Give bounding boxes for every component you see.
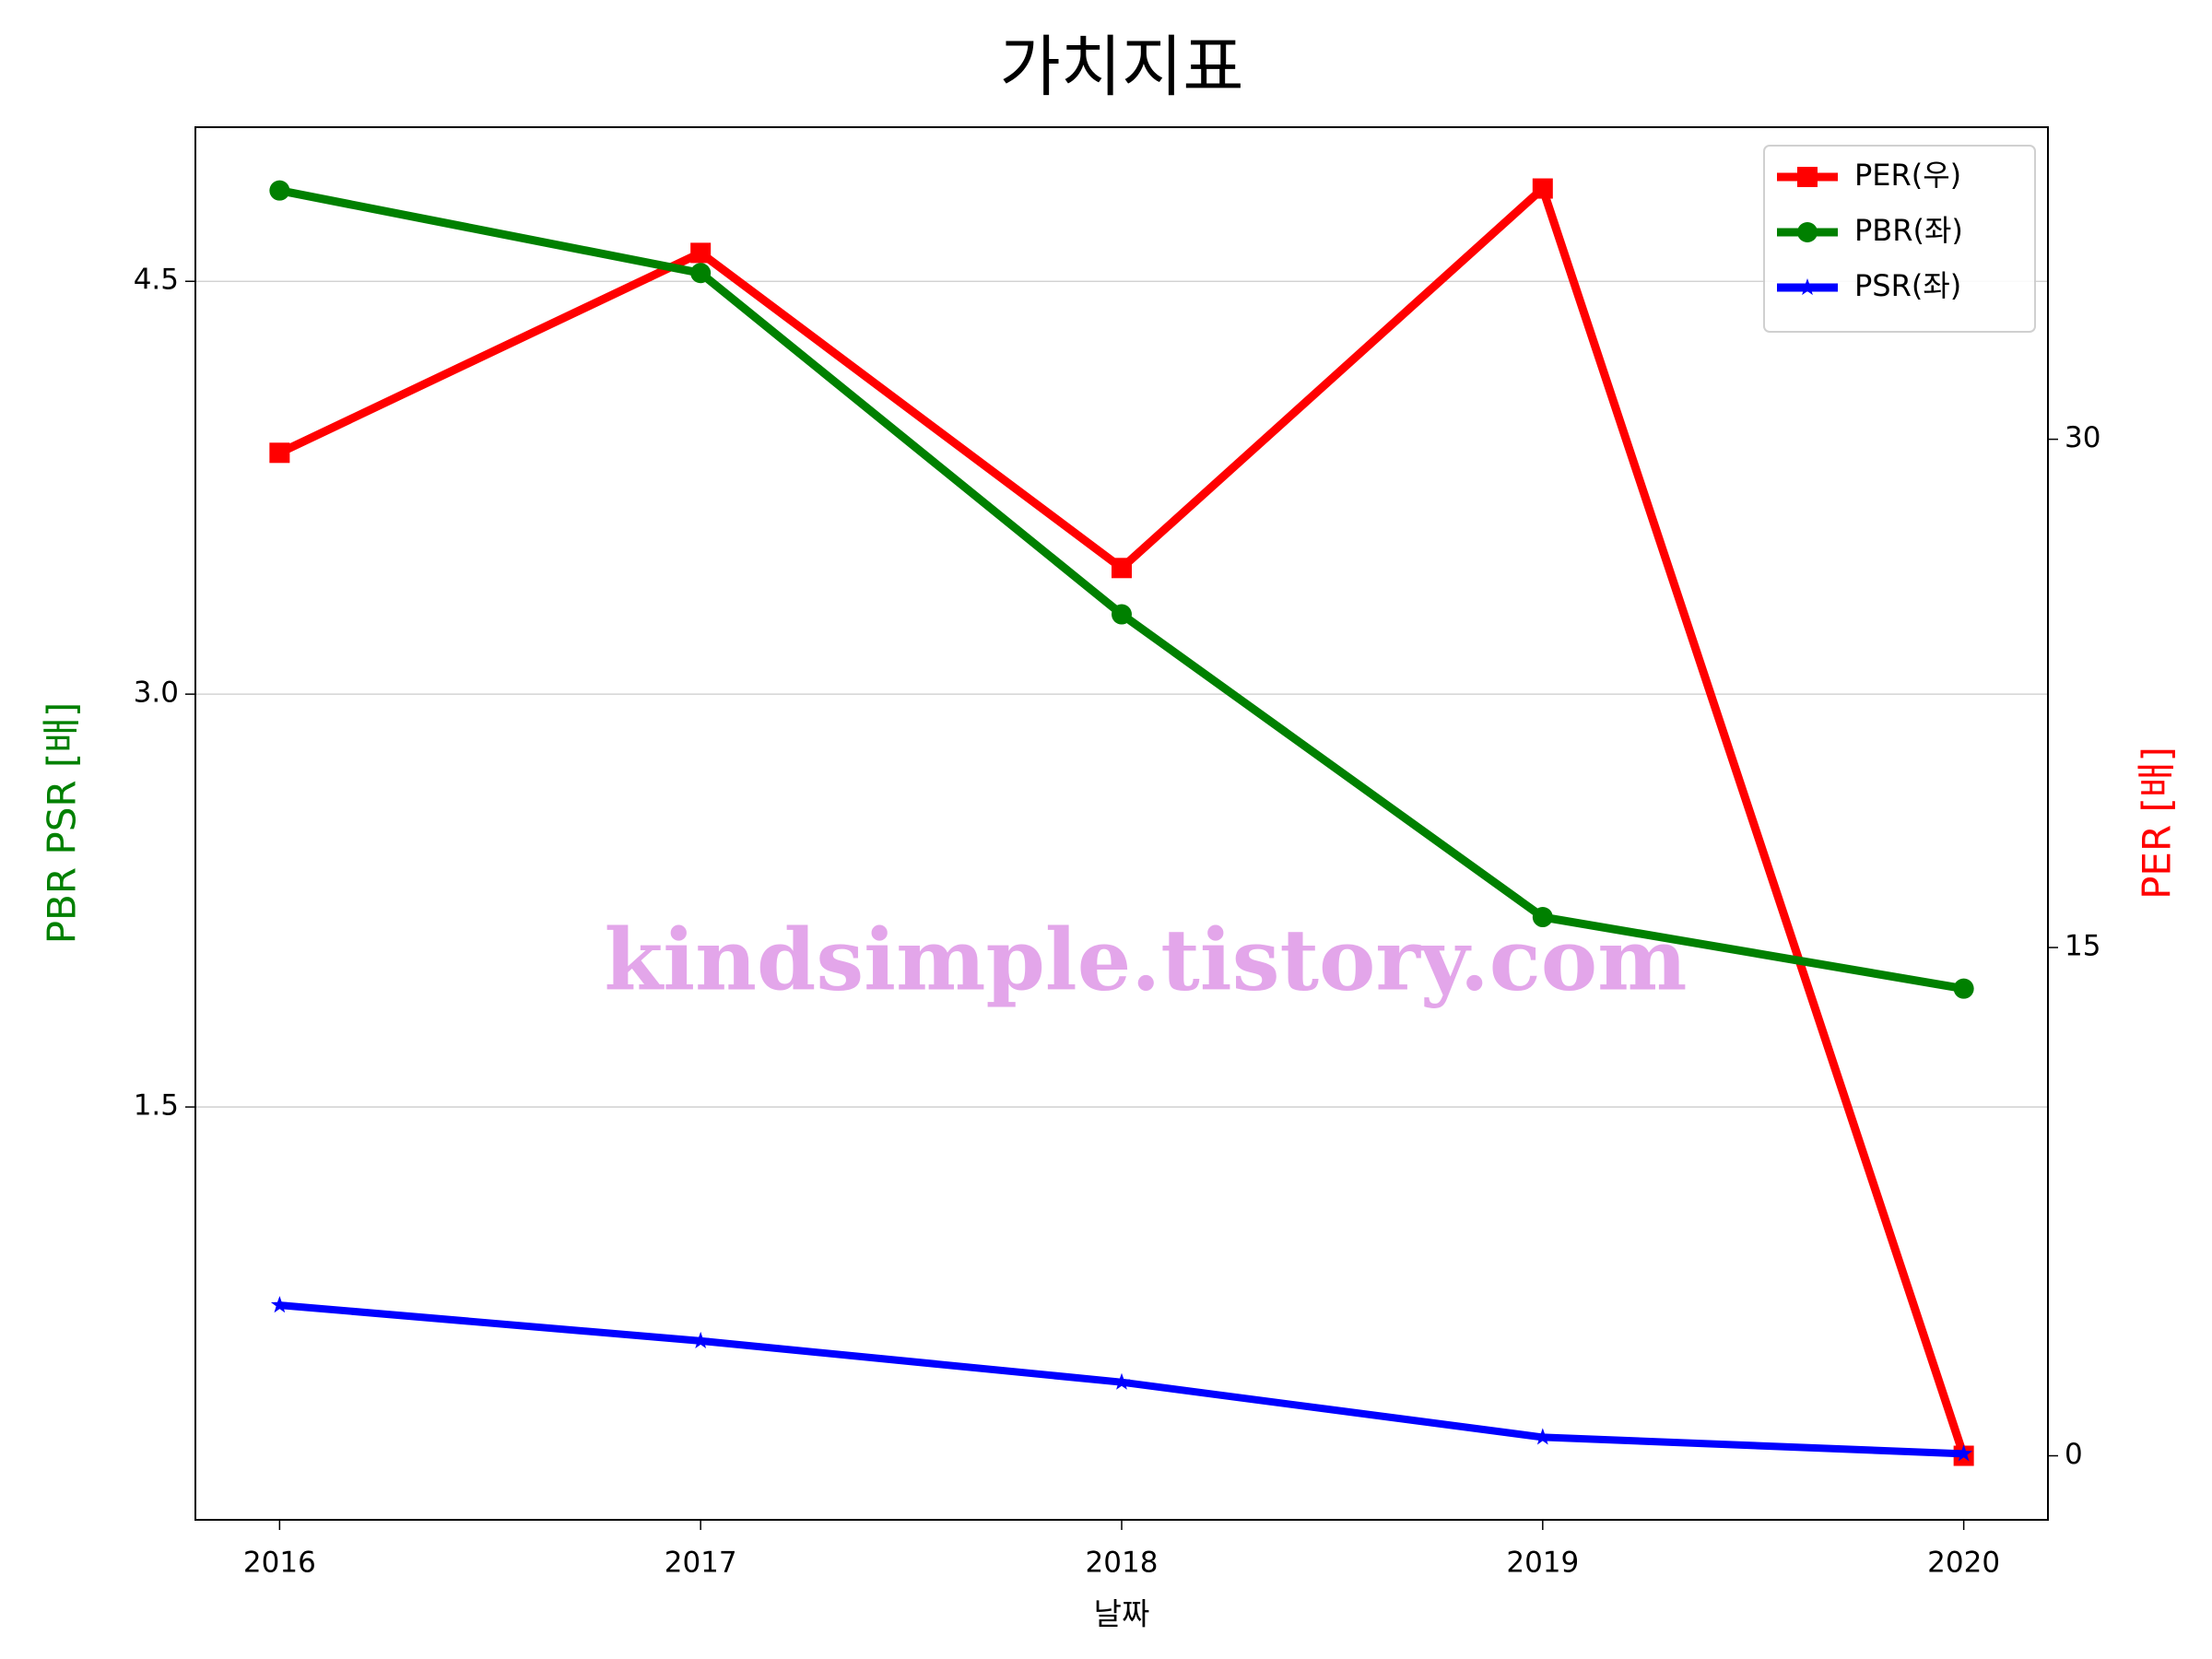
y2-axis-label: PER [배] (2135, 747, 2180, 900)
data-point (1112, 1372, 1131, 1390)
y-axis-label: PBR PSR [배] (40, 702, 85, 945)
series (269, 180, 1974, 999)
data-point (269, 180, 290, 201)
legend-label: PSR(좌) (1854, 268, 1961, 303)
watermark: kindsimple.tistory.com (604, 911, 1687, 1010)
y2-tick-label: 15 (2065, 930, 2100, 963)
data-point (690, 263, 712, 284)
data-point (1534, 1428, 1552, 1445)
chart-title: 가치지표 (1000, 29, 1244, 106)
data-point (1955, 1444, 1973, 1462)
legend-label: PBR(좌) (1854, 213, 1963, 248)
y-tick-label: 1.5 (134, 1089, 179, 1123)
data-point (690, 242, 712, 264)
x-axis-label: 날짜 (1094, 1596, 1150, 1632)
data-point (1953, 978, 1974, 999)
y2-tick-label: 30 (2065, 421, 2100, 454)
x-tick-label: 2016 (243, 1547, 316, 1580)
data-line (277, 184, 1968, 1457)
series (269, 178, 1974, 1466)
x-tick-label: 2019 (1506, 1547, 1579, 1580)
data-point (269, 442, 290, 464)
series (270, 1296, 1973, 1462)
y-tick-label: 4.5 (134, 264, 179, 297)
data-point (1532, 178, 1553, 199)
x-tick-label: 2018 (1086, 1547, 1159, 1580)
data-point (1532, 907, 1553, 928)
y-tick-label: 3.0 (134, 677, 179, 710)
y2-tick-label: 0 (2065, 1438, 2083, 1471)
data-line (278, 186, 1965, 994)
legend-marker (1798, 278, 1817, 296)
legend-label: PER(우) (1854, 158, 1961, 193)
legend-marker (1797, 222, 1818, 242)
data-point (1112, 604, 1132, 625)
data-point (691, 1331, 710, 1348)
legend-marker (1797, 167, 1818, 187)
x-tick-label: 2017 (665, 1547, 737, 1580)
data-point (270, 1296, 288, 1313)
x-tick-label: 2020 (1927, 1547, 2000, 1580)
data-point (1112, 558, 1132, 579)
plot-frame (194, 126, 2049, 1521)
